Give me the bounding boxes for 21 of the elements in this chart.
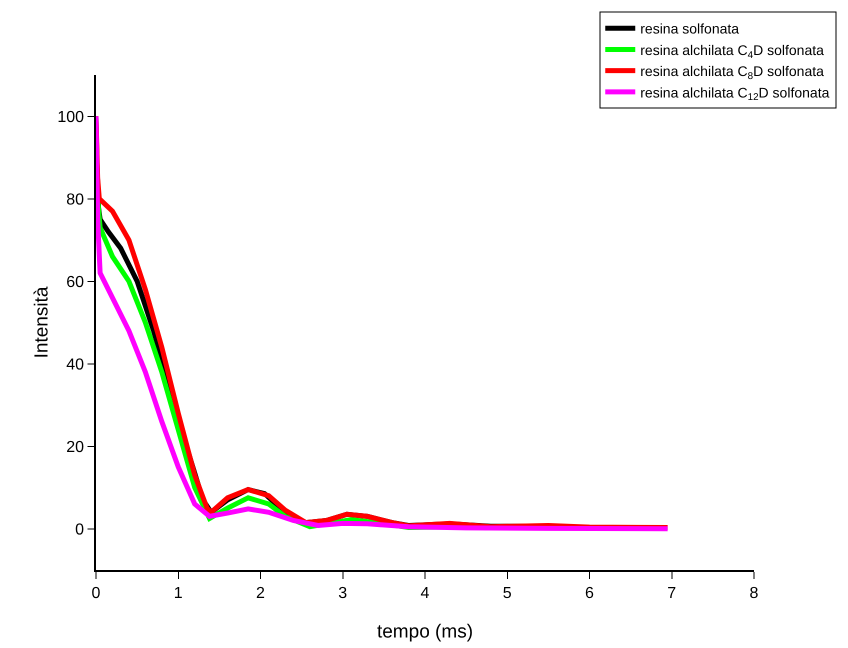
x-tick-label: 6	[585, 584, 594, 602]
x-tick-label: 0	[92, 584, 101, 602]
legend-label: resina solfonata	[640, 20, 740, 37]
y-tick-label: 20	[66, 438, 84, 456]
legend-label: resina alchilata C$_{12}$D solfonata	[640, 84, 830, 104]
x-tick-label: 2	[256, 584, 266, 602]
legend-label: resina alchilata C$_{4}$D solfonata	[640, 42, 824, 61]
x-tick-label: 1	[174, 584, 183, 602]
y-tick-label: 100	[57, 108, 84, 126]
x-tick-label: 4	[420, 584, 430, 602]
y-tick-label: 40	[66, 356, 84, 374]
x-axis-title: tempo (ms)	[376, 622, 474, 642]
x-tick-label: 8	[750, 584, 759, 602]
y-tick-label: 60	[66, 274, 84, 291]
x-tick-label: 5	[502, 584, 512, 602]
legend-label: resina alchilata C$_{8}$D solfonata	[640, 63, 824, 82]
y-axis-title: Intensità	[32, 286, 52, 358]
y-tick-label: 0	[75, 521, 84, 538]
x-tick-label: 3	[338, 584, 348, 602]
x-tick-label: 7	[667, 584, 676, 602]
y-tick-label: 80	[66, 191, 84, 208]
